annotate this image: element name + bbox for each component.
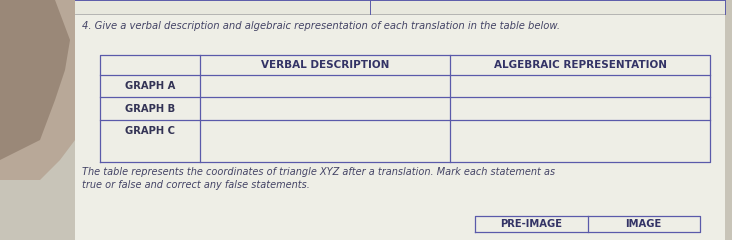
Text: GRAPH C: GRAPH C xyxy=(125,126,175,136)
FancyBboxPatch shape xyxy=(75,0,725,240)
Polygon shape xyxy=(0,0,70,160)
Polygon shape xyxy=(0,0,75,180)
Text: PRE-IMAGE: PRE-IMAGE xyxy=(500,219,562,229)
Text: VERBAL DESCRIPTION: VERBAL DESCRIPTION xyxy=(261,60,389,70)
Text: The table represents the coordinates of triangle XYZ after a translation. Mark e: The table represents the coordinates of … xyxy=(82,167,555,177)
Text: GRAPH B: GRAPH B xyxy=(125,103,175,114)
Text: true or false and correct any false statements.: true or false and correct any false stat… xyxy=(82,180,310,190)
Text: 4. Give a verbal description and algebraic representation of each translation in: 4. Give a verbal description and algebra… xyxy=(82,21,560,31)
Text: ALGEBRAIC REPRESENTATION: ALGEBRAIC REPRESENTATION xyxy=(493,60,667,70)
FancyBboxPatch shape xyxy=(75,0,725,14)
Text: IMAGE: IMAGE xyxy=(626,219,662,229)
Text: GRAPH A: GRAPH A xyxy=(125,81,175,91)
